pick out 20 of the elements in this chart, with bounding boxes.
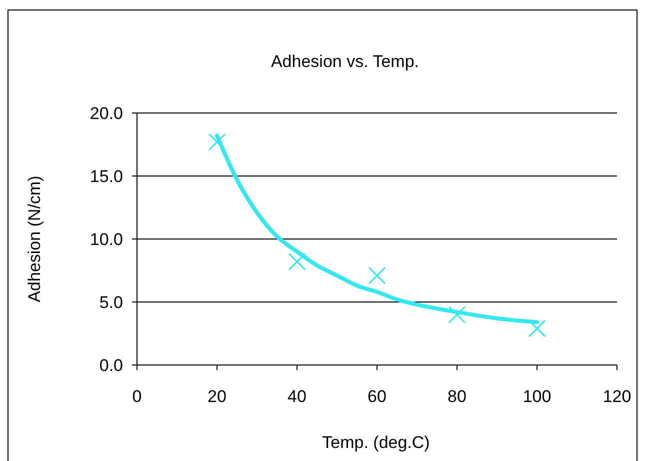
y-tick-label: 15.0	[90, 167, 123, 186]
x-axis-title: Temp. (deg.C)	[322, 433, 430, 452]
x-tick-label: 120	[602, 387, 632, 406]
x-tick-label: 100	[522, 387, 552, 406]
point	[528, 320, 546, 338]
point	[448, 306, 466, 324]
chart-title: Adhesion vs. Temp.	[270, 52, 420, 71]
x-tick-label: 80	[448, 387, 466, 406]
y-tick-label: 20.0	[90, 104, 123, 123]
y-tick-label: 10.0	[90, 230, 123, 249]
point	[368, 266, 386, 284]
y-tick-label: 0.0	[99, 356, 123, 375]
point	[288, 252, 306, 270]
x-tick-label: 60	[368, 387, 386, 406]
x-tick-label: 40	[288, 387, 306, 406]
x-tick-label: 0	[132, 387, 142, 406]
x-tick-label: 20	[208, 387, 226, 406]
y-axis-title: Adhesion (N/cm)	[25, 176, 44, 302]
y-tick-label: 5.0	[99, 293, 123, 312]
point	[208, 133, 226, 151]
